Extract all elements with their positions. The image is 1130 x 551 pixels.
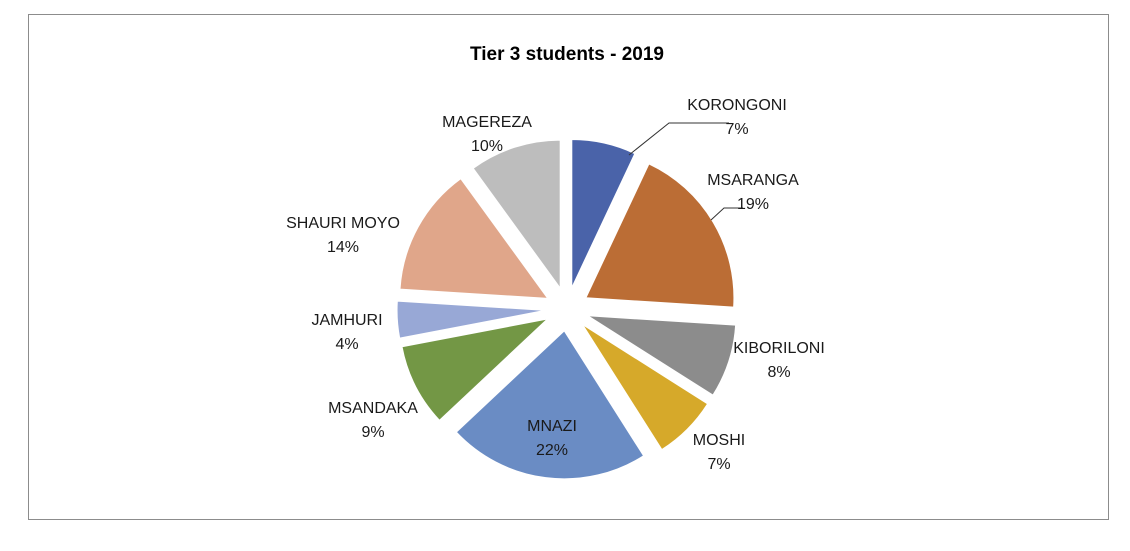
slice-percent-label: 19% <box>737 196 769 213</box>
slice-percent-label: 14% <box>327 239 359 256</box>
slice-percent-label: 22% <box>536 442 568 459</box>
pie-chart: Tier 3 students - 2019 KORONGONI 7% MSARAN… <box>286 44 825 480</box>
slice-percent-label: 8% <box>767 364 790 381</box>
slice-name-label: MSANDAKA <box>328 400 418 417</box>
slice-name-label: MNAZI <box>527 418 577 435</box>
slice-name-label: MAGEREZA <box>442 114 532 131</box>
slice-name-label: MSARANGA <box>707 172 799 189</box>
slice-percent-label: 4% <box>335 336 358 353</box>
slice-name-label: KIBORILONI <box>733 340 825 357</box>
leader-line <box>710 207 743 221</box>
slice-percent-label: 7% <box>707 456 730 473</box>
chart-title: Tier 3 students - 2019 <box>470 44 664 65</box>
pie-slice-korongoni <box>571 139 636 288</box>
pie-slice-shauri-moyo <box>399 177 549 299</box>
slice-percent-label: 7% <box>725 121 748 138</box>
slice-percent-label: 10% <box>471 138 503 155</box>
slice-name-label: MOSHI <box>693 432 745 449</box>
chart-area: Tier 3 students - 2019 KORONGONI 7% MSARAN… <box>28 14 1109 520</box>
pie-slice-moshi <box>582 324 709 451</box>
slice-name-label: SHAURI MOYO <box>286 215 400 232</box>
pie-slice-jamhuri <box>396 300 546 339</box>
slice-name-label: KORONGONI <box>687 97 787 114</box>
leader-line <box>628 122 729 156</box>
slice-name-label: JAMHURI <box>311 312 382 329</box>
pie-slice-magereza <box>472 139 561 290</box>
pie-slice-msaranga <box>585 163 735 308</box>
pie-slice-kiboriloni <box>587 315 737 396</box>
pie-slice-mnazi <box>455 330 645 480</box>
pie-slice-msandaka <box>401 318 549 422</box>
slice-percent-label: 9% <box>361 424 384 441</box>
